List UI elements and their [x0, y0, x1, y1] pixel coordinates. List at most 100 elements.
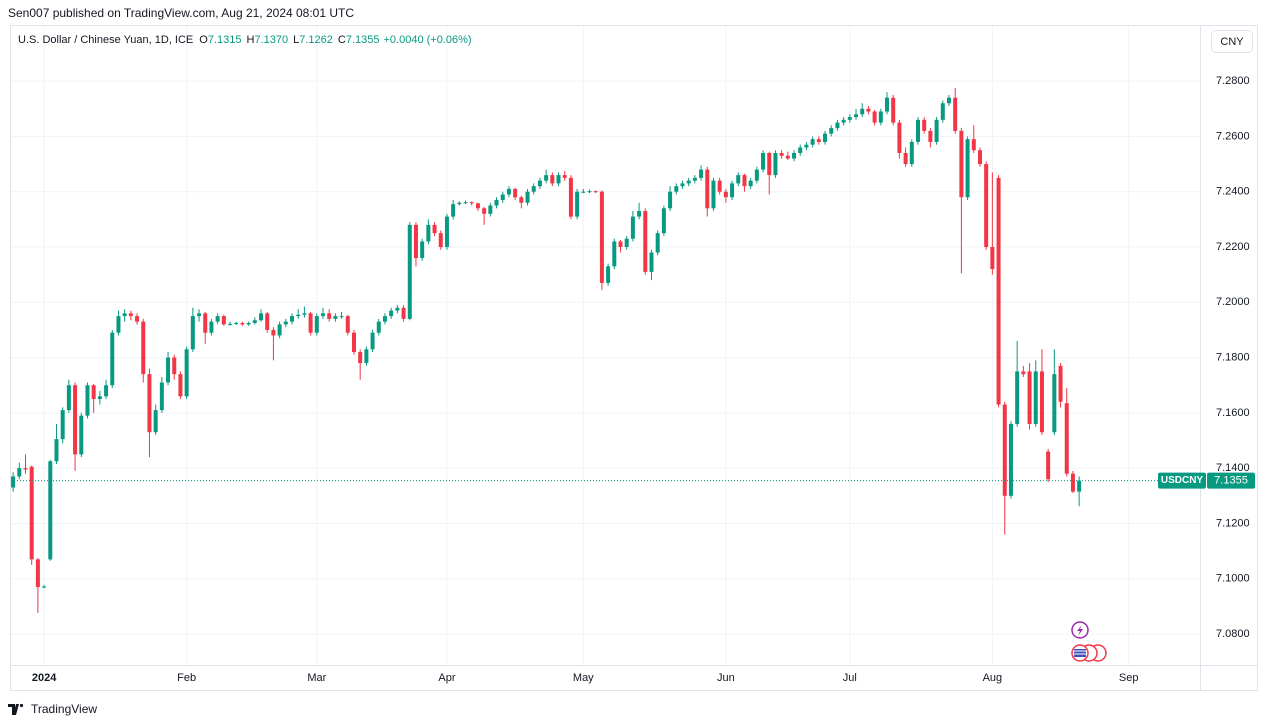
candle-body [488, 205, 493, 214]
candle-body [599, 191, 604, 283]
currency-label[interactable]: CNY [1220, 36, 1244, 48]
y-tick-label: 7.1800 [1216, 351, 1250, 363]
candle-body [922, 119, 927, 131]
candle-body [575, 191, 580, 217]
candle-body [246, 323, 251, 325]
candle-body [977, 150, 982, 165]
flag-icon [1074, 649, 1086, 657]
candle-body [841, 119, 846, 123]
candle-body [736, 175, 741, 184]
candle-body [854, 114, 859, 118]
candle-body [153, 410, 158, 433]
candle-body [259, 313, 264, 321]
candle-body [606, 266, 611, 283]
candle-body [946, 97, 951, 104]
candle-body [420, 241, 425, 259]
candle-body [91, 385, 96, 400]
candle-body [364, 349, 369, 364]
x-tick-label: May [573, 672, 594, 684]
candle-body [463, 202, 468, 204]
candle-body [1077, 480, 1082, 492]
candle-body [674, 186, 679, 192]
candle-body [742, 175, 747, 187]
currency-button[interactable]: CNY [1211, 30, 1253, 53]
candle-body [878, 111, 883, 123]
candle-body [835, 122, 840, 129]
ohlc-value: 7.1355 [346, 34, 380, 46]
candle-body [748, 180, 753, 187]
candle-body [959, 130, 964, 198]
candle-body [785, 155, 790, 159]
x-tick-label: Feb [177, 672, 196, 684]
candle-body [23, 468, 28, 470]
candle-body [1002, 404, 1007, 496]
candle-body [680, 183, 685, 187]
candle-body [730, 183, 735, 198]
candle-body [438, 233, 443, 247]
candle-body [500, 194, 505, 200]
candle-body [345, 316, 350, 333]
candle-body [1033, 371, 1038, 424]
candle-body [891, 97, 896, 123]
candle-body [283, 321, 288, 325]
candle-body [147, 374, 152, 433]
candle-body [723, 191, 728, 198]
candle-body [1070, 473, 1075, 492]
candle-body [903, 153, 908, 165]
y-tick-label: 7.1000 [1216, 573, 1250, 585]
candle-body [302, 313, 307, 315]
overlay: USDCNY 7.1355 [11, 472, 1255, 489]
candle-body [159, 382, 164, 411]
candle-body [166, 357, 171, 383]
candle-body [351, 332, 356, 353]
candle-body [934, 119, 939, 142]
candle-body [29, 466, 34, 560]
y-tick-label: 7.1400 [1216, 462, 1250, 474]
candle-body [953, 97, 958, 131]
published-line: Sen007 published on TradingView.com, Aug… [8, 6, 354, 20]
candle-body [792, 153, 797, 159]
event-icons [1071, 621, 1107, 662]
candle-body [804, 144, 809, 148]
candle-body [426, 224, 431, 242]
candle-body [141, 321, 146, 375]
ohlc-value: 7.1262 [299, 34, 333, 46]
candle-body [234, 323, 239, 325]
x-tick-label: Apr [438, 672, 455, 684]
candle-body [110, 332, 115, 386]
footer-brand: TradingView [8, 702, 97, 716]
candle-body [395, 307, 400, 311]
candle-body [885, 97, 890, 112]
candle-body [314, 316, 319, 333]
currency-button-frame[interactable] [1211, 30, 1253, 53]
candle-body [1046, 451, 1051, 480]
candle-body [866, 108, 871, 112]
candle-body [506, 188, 511, 195]
candle-body [42, 586, 47, 588]
candle-body [482, 208, 487, 214]
candle-body [692, 177, 697, 181]
candle-body [128, 313, 133, 317]
candle-body [1015, 371, 1020, 424]
candle-body [296, 314, 301, 317]
x-tick-label: Aug [983, 672, 1003, 684]
symbol-name: U.S. Dollar / Chinese Yuan, 1D, ICE [18, 34, 193, 46]
candle-body [965, 139, 970, 198]
candle-body [97, 396, 102, 400]
change-value: +0.0040 (+0.06%) [384, 34, 472, 46]
candle-body [754, 169, 759, 181]
candle-body [228, 323, 233, 325]
y-tick-label: 7.2800 [1216, 75, 1250, 87]
candle-body [327, 313, 332, 319]
candle-body [717, 180, 722, 192]
candle-body [513, 188, 518, 198]
candle-body [655, 233, 660, 253]
brand-logo-dot [19, 703, 24, 708]
candle-body [761, 153, 766, 170]
candle-body [54, 439, 59, 462]
candle-body [104, 385, 109, 397]
ohlc-key: H [247, 34, 255, 46]
candle-body [711, 180, 716, 209]
candle-body [444, 216, 449, 247]
